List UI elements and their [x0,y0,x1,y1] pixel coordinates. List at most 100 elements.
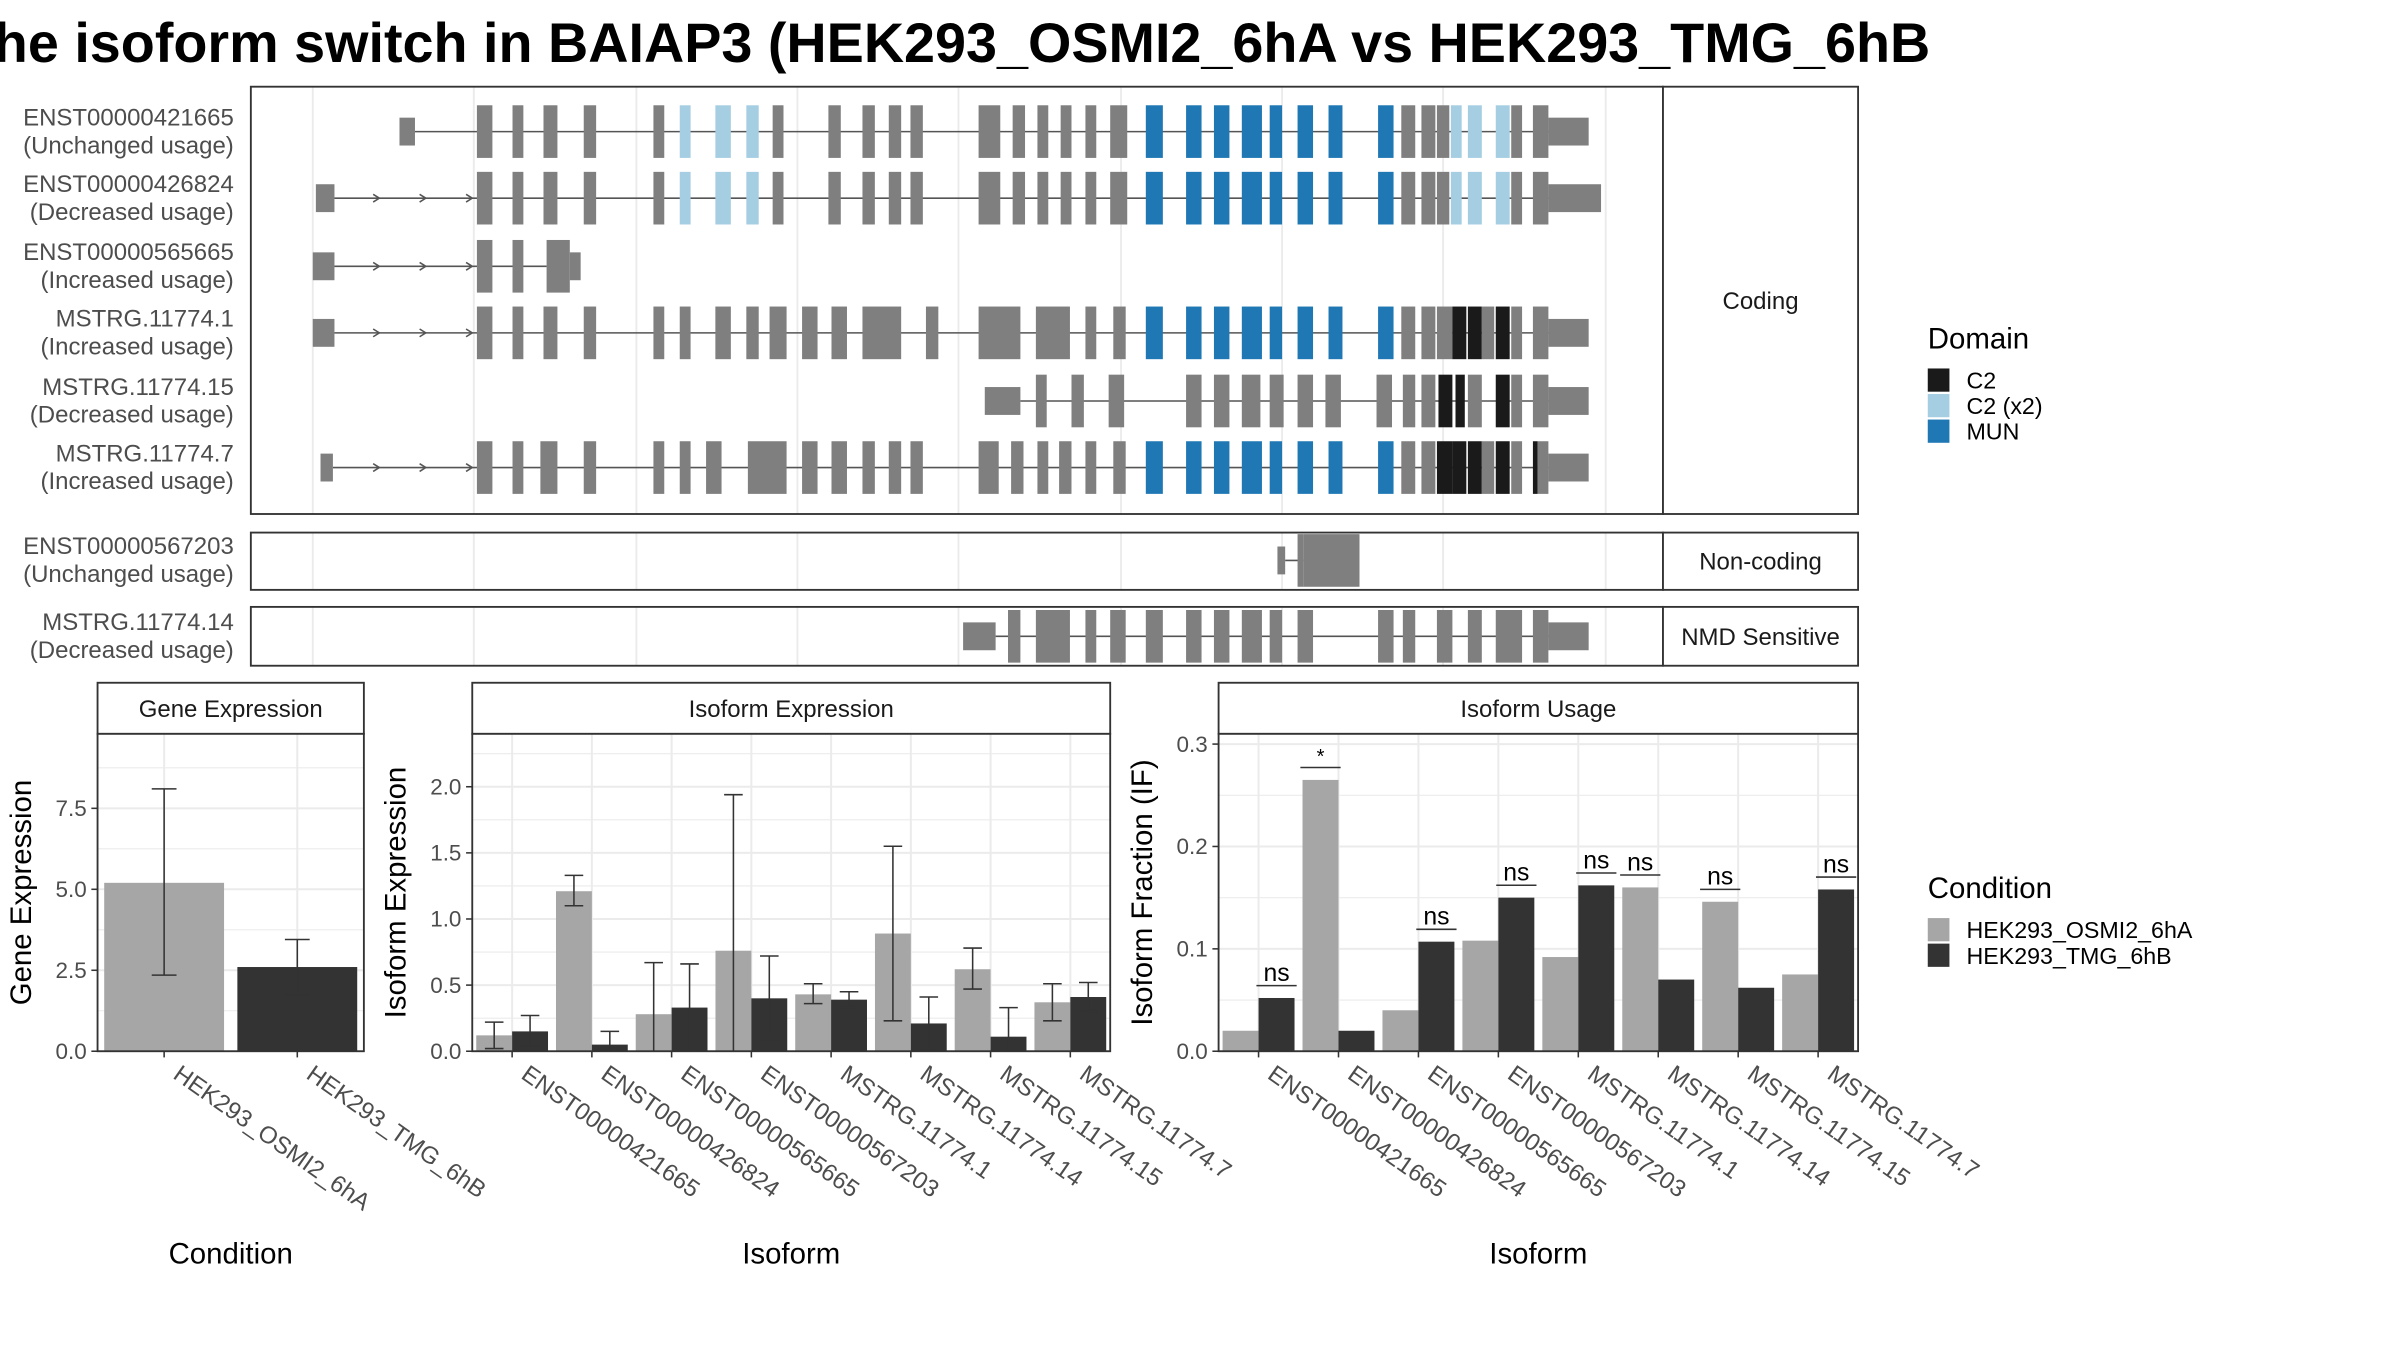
panel-strip [96,681,365,735]
domain-legend-label: C2 [1966,368,1996,394]
exon-block [1452,306,1467,360]
exon-block [543,171,558,225]
exon-block [543,105,558,158]
exon-block [1548,387,1589,415]
exon-block [1548,117,1589,146]
strand-arrow [419,328,428,338]
bar [1418,941,1455,1052]
y-tick-label: 1.0 [430,907,461,932]
exon-block [1297,609,1314,663]
exon-block [715,306,731,360]
exon-block [1378,171,1394,225]
exon-block [512,171,524,225]
y-axis-title: Gene Expression [5,780,38,1006]
condition-legend-swatch [1927,943,1950,967]
exon-block [1328,306,1343,360]
panel-strip-title: Gene Expression [139,696,323,723]
exon-block [1376,374,1393,428]
exon-block [1495,105,1510,158]
exon-block [1537,441,1549,494]
exon-block [1037,105,1049,158]
strand-arrow [419,463,428,473]
exon-block [1145,441,1163,494]
panel-border [471,732,1112,1053]
exon-block [1186,171,1202,225]
exon-block [1012,105,1026,158]
exon-block [476,306,493,360]
exon-block [1401,441,1416,494]
exon-block [476,171,493,225]
exon-block [1113,441,1126,494]
transcript-id-label: MSTRG.11774.7 [56,440,234,467]
exon-block [1421,441,1436,494]
exon-block [1511,105,1523,158]
exon-block [312,252,335,281]
exon-block [1085,441,1097,494]
exon-block [1436,171,1450,225]
y-tick-label: 5.0 [56,877,87,902]
exon-block [540,441,558,494]
structure-strip-label: NMD Sensitive [1681,624,1840,651]
figure-title: he isoform switch in BAIAP3 (HEK293_OSMI… [0,12,1930,74]
exon-block [546,239,570,293]
exon-block [910,441,923,494]
significance-label: ns [1823,851,1849,878]
bar [555,891,592,1052]
transcript-id-label: ENST00000426824 [23,171,234,198]
exon-block [1548,318,1589,347]
transcript-MSTRG.11774.7: MSTRG.11774.7(Increased usage) [40,440,1589,495]
exon-block [1450,171,1462,225]
domain-legend-swatch [1927,394,1950,418]
bar [1382,1010,1419,1052]
exon-block [512,239,524,293]
exon-block [1532,306,1549,360]
exon-block [978,306,1021,360]
exon-block [1378,609,1394,663]
exon-block [1495,609,1523,663]
strand-arrow [465,193,474,203]
exon-block [888,441,902,494]
exon-block [978,171,1001,225]
exon-block [1401,171,1416,225]
transcript-usage-label: (Decreased usage) [30,637,234,664]
exon-block [1436,441,1453,494]
exon-block [653,441,665,494]
structure-strip [1662,85,1860,515]
exon-block [1071,374,1084,428]
x-axis-title: Isoform [742,1237,840,1270]
exon-block [1421,171,1436,225]
exon-block [679,441,691,494]
exon-block [1548,453,1589,482]
y-tick-label: 0.2 [1177,834,1208,859]
bar [1222,1030,1259,1052]
bar [1622,887,1659,1052]
y-tick-label: 0.0 [1177,1039,1208,1064]
exon-block [1035,374,1047,428]
exon-block [1277,546,1286,575]
y-tick-label: 2.5 [56,958,87,983]
exon-block [1186,105,1202,158]
exon-block [1008,609,1021,663]
significance-label: ns [1707,864,1733,891]
exon-block [715,105,731,158]
exon-block [831,306,847,360]
exon-block [1186,306,1202,360]
exon-block [1548,184,1602,213]
exon-block [1532,441,1538,494]
strand-arrow [419,261,428,271]
exon-block [569,252,581,281]
exon-block [1297,374,1314,428]
strand-arrow [372,328,381,338]
exon-block [1467,609,1482,663]
exon-block [769,306,787,360]
strand-arrow [465,328,474,338]
exon-block [543,306,558,360]
transcript-usage-label: (Decreased usage) [30,402,234,429]
panel-border [96,732,365,1053]
exon-block [1269,105,1283,158]
exon-block [312,318,335,347]
exon-block [1241,105,1262,158]
bar [1258,997,1295,1052]
